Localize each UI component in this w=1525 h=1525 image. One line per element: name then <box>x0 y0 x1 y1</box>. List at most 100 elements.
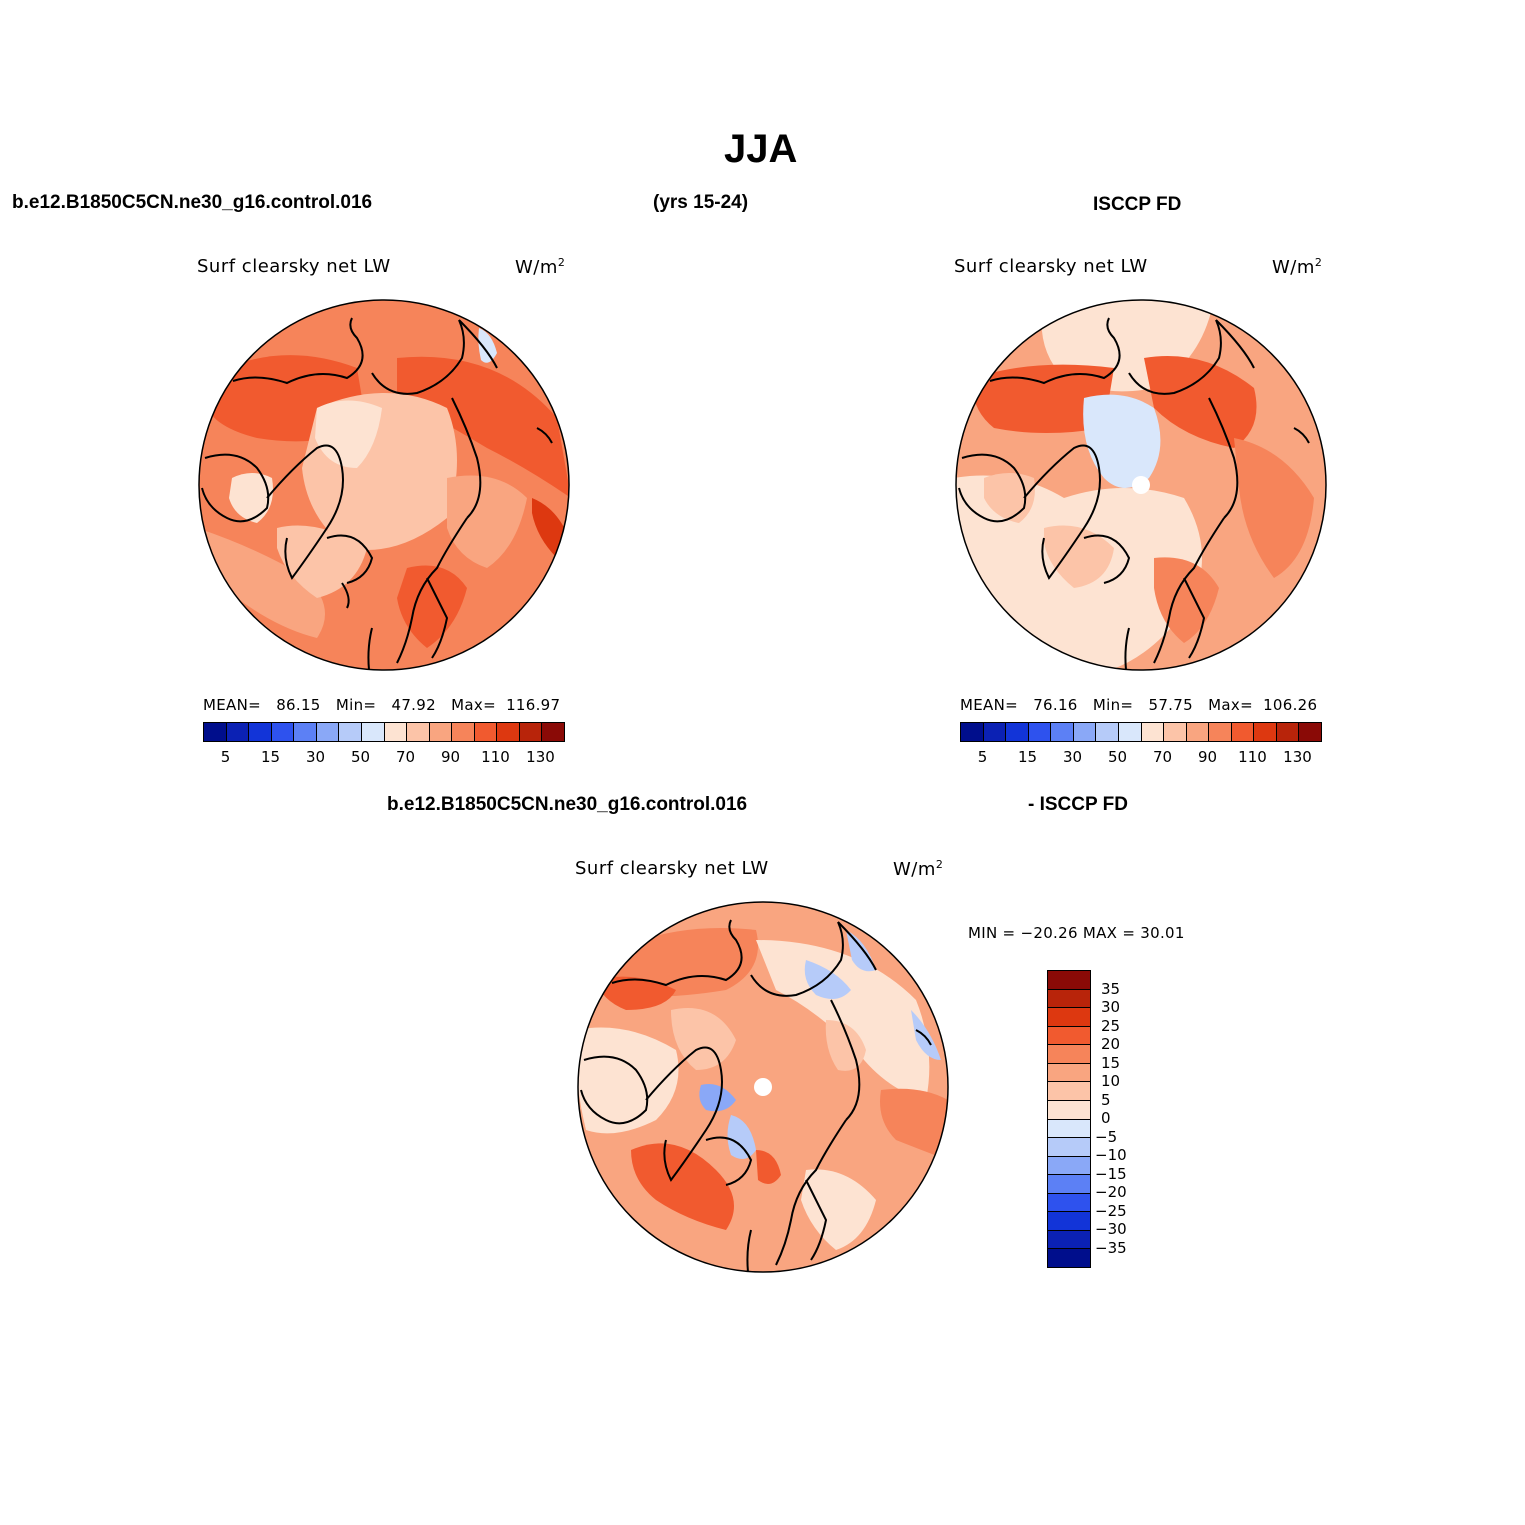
model-field-region <box>315 400 382 468</box>
obs-field-region <box>1044 525 1114 588</box>
figure-title: JJA <box>724 127 798 171</box>
colorbar-swatch <box>1048 1063 1090 1083</box>
colorbar-swatch <box>1048 1082 1090 1101</box>
diff-units-base: W/m <box>893 859 936 880</box>
obs-variable-label: Surf clearsky net LW <box>954 256 1148 277</box>
diff-case-label: b.e12.B1850C5CN.ne30_g16.control.016 <box>387 794 748 815</box>
obs-field-region <box>1083 394 1161 488</box>
colorbar-tick-label: 5 <box>977 748 988 766</box>
colorbar-swatch <box>1231 723 1255 741</box>
colorbar-swatch <box>961 723 984 741</box>
colorbar-tick-label: 10 <box>1101 1072 1121 1090</box>
colorbar-swatch <box>1048 1156 1090 1176</box>
diff-map-boundary <box>577 901 949 1273</box>
years-label: (yrs 15-24) <box>653 192 749 213</box>
colorbar-tick-label: 15 <box>260 748 281 766</box>
colorbar-tick-label: 30 <box>1101 998 1121 1016</box>
model-stats: MEAN= 86.15 Min= 47.92 Max= 116.97 <box>203 696 560 714</box>
colorbar-tick-label: 15 <box>1101 1053 1121 1072</box>
colorbar-swatch <box>1048 1026 1090 1046</box>
obs-colorbar <box>960 722 1322 742</box>
colorbar-tick-label: −15 <box>1095 1164 1127 1183</box>
colorbar-swatch <box>361 723 385 741</box>
colorbar-tick-label: −25 <box>1095 1201 1127 1220</box>
colorbar-tick-label: −5 <box>1095 1127 1118 1146</box>
colorbar-swatch <box>983 723 1007 741</box>
colorbar-tick-label: 130 <box>526 748 555 766</box>
diff-units-exp: 2 <box>935 858 944 871</box>
model-units-base: W/m <box>515 257 558 278</box>
obs-mean-label: MEAN= <box>960 696 1018 714</box>
colorbar-tick-label: 50 <box>1107 748 1128 766</box>
obs-polar-map <box>955 299 1327 671</box>
model-map-boundary <box>198 299 570 671</box>
colorbar-tick-label: 90 <box>1197 748 1218 766</box>
colorbar-swatch <box>1048 971 1090 990</box>
diff-obs-label: - ISCCP FD <box>1028 794 1128 815</box>
colorbar-swatch <box>1048 1249 1090 1267</box>
diff-coastlines <box>580 919 932 1272</box>
model-variable-label: Surf clearsky net LW <box>197 256 391 277</box>
obs-units-base: W/m <box>1272 257 1315 278</box>
model-field-region <box>229 473 273 523</box>
colorbar-swatch <box>204 723 227 741</box>
obs-max-label: Max= <box>1208 696 1253 714</box>
diff-field-region <box>801 1169 876 1250</box>
colorbar-tick-label: 15 <box>1017 748 1038 766</box>
obs-field-region <box>1144 356 1257 448</box>
obs-max-value: 106.26 <box>1263 696 1318 714</box>
colorbar-tick-label: 110 <box>481 748 510 766</box>
colorbar-tick-label: 35 <box>1101 979 1121 998</box>
colorbar-swatch <box>1048 1212 1090 1231</box>
obs-units-exp: 2 <box>1314 256 1323 269</box>
obs-field-region <box>1234 438 1314 578</box>
diff-pole-missing <box>754 1078 772 1096</box>
diff-polar-map <box>577 901 949 1273</box>
obs-name-label: ISCCP FD <box>1093 194 1182 215</box>
colorbar-tick-label: −30 <box>1095 1220 1127 1238</box>
colorbar-tick-label: 0 <box>1101 1109 1111 1127</box>
diff-field-region <box>911 1010 941 1060</box>
model-field-region <box>199 528 325 638</box>
colorbar-tick-label: 5 <box>220 748 231 766</box>
model-units-exp: 2 <box>557 256 566 269</box>
colorbar-tick-label: −10 <box>1095 1146 1127 1164</box>
colorbar-swatch <box>1186 723 1210 741</box>
obs-min-value: 57.75 <box>1148 696 1193 714</box>
obs-pole-missing <box>1132 476 1150 494</box>
colorbar-swatch <box>1254 723 1277 741</box>
colorbar-swatch <box>497 723 520 741</box>
colorbar-tick-label: 130 <box>1283 748 1312 766</box>
model-field-region <box>447 475 527 568</box>
colorbar-swatch <box>1048 1175 1090 1194</box>
colorbar-swatch <box>1209 723 1232 741</box>
colorbar-tick-label: −20 <box>1095 1183 1127 1201</box>
diff-field-region <box>846 930 876 972</box>
colorbar-tick-label: 70 <box>1152 748 1173 766</box>
colorbar-swatch <box>1276 723 1300 741</box>
case-name-label: b.e12.B1850C5CN.ne30_g16.control.016 <box>12 192 373 213</box>
colorbar-swatch <box>452 723 475 741</box>
obs-min-label: Min= <box>1092 696 1134 714</box>
model-units-label: W/m2 <box>515 256 565 278</box>
colorbar-swatch <box>1048 1008 1090 1027</box>
colorbar-tick-label: 30 <box>305 748 326 766</box>
colorbar-swatch <box>407 723 430 741</box>
colorbar-swatch <box>1048 1119 1090 1139</box>
diff-field-region <box>578 1027 679 1134</box>
colorbar-swatch <box>519 723 543 741</box>
obs-map-boundary <box>955 299 1327 671</box>
colorbar-swatch <box>1028 723 1052 741</box>
obs-units-label: W/m2 <box>1272 256 1322 278</box>
model-coastlines <box>201 317 553 670</box>
obs-stats: MEAN= 76.16 Min= 57.75 Max= 106.26 <box>960 696 1317 714</box>
colorbar-swatch <box>1048 1193 1090 1213</box>
diff-variable-label: Surf clearsky net LW <box>575 858 769 879</box>
colorbar-swatch <box>1048 1138 1090 1157</box>
colorbar-tick-label: 70 <box>395 748 416 766</box>
colorbar-swatch <box>339 723 362 741</box>
colorbar-swatch <box>384 723 408 741</box>
diff-minmax-label: MIN = −20.26 MAX = 30.01 <box>968 924 1185 942</box>
model-mean-label: MEAN= <box>203 696 261 714</box>
colorbar-tick-label: 90 <box>440 748 461 766</box>
